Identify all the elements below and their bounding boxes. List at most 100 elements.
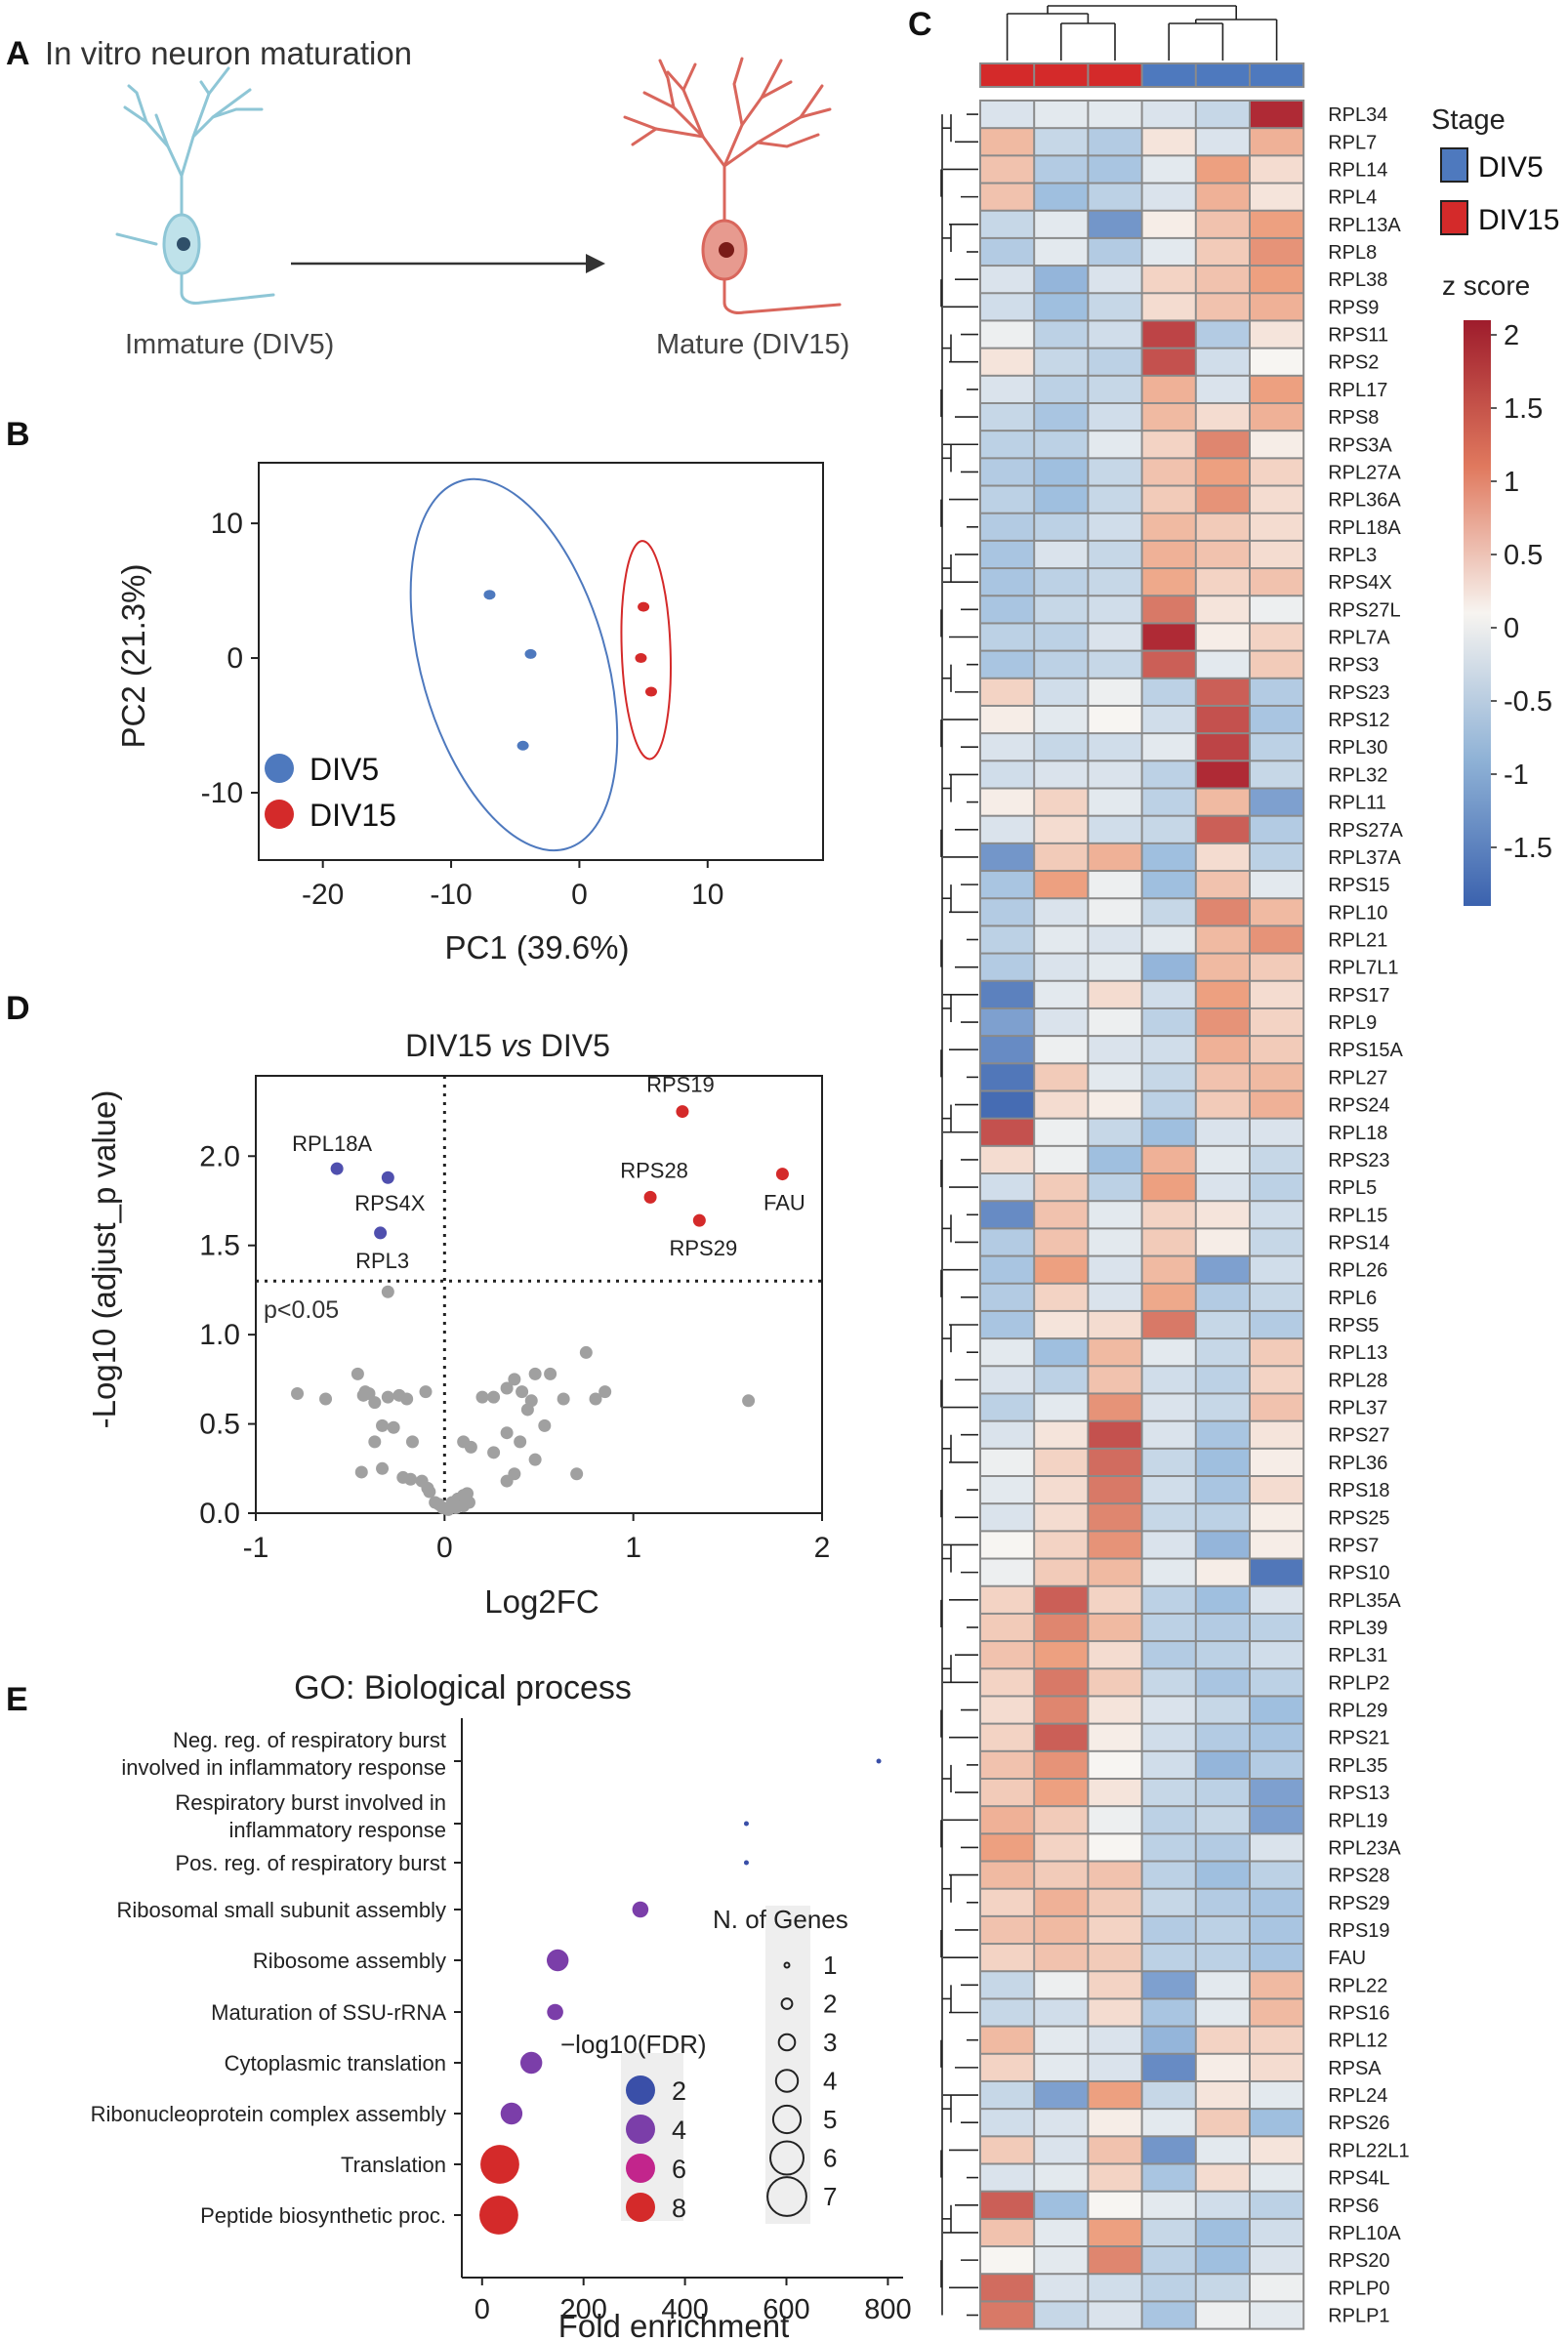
- heatmap-cell: [1142, 2302, 1195, 2328]
- heatmap-cell: [1142, 156, 1195, 183]
- heatmap-cell: [1251, 1394, 1303, 1420]
- colorbar-tick-label: 0.5: [1504, 540, 1543, 571]
- heatmap-cell: [1142, 1367, 1195, 1393]
- heatmap-cell: [1251, 376, 1303, 402]
- stage-legend-div5-swatch: [1440, 147, 1468, 183]
- heatmap-cell: [981, 2192, 1034, 2218]
- heatmap-cell: [1089, 1862, 1141, 1888]
- heatmap-cell: [1196, 1037, 1249, 1063]
- heatmap-cell: [1142, 541, 1195, 568]
- heatmap-row-label: RPL26: [1328, 1260, 1387, 1282]
- heatmap-cell: [1089, 1586, 1141, 1613]
- heatmap-cell: [1142, 2219, 1195, 2246]
- heatmap-cell: [1142, 1477, 1195, 1503]
- volcano-point-ns: [381, 1390, 394, 1404]
- go-title: GO: Biological process: [294, 1669, 632, 1706]
- heatmap-cell: [1035, 899, 1088, 925]
- heatmap-cell: [981, 184, 1034, 210]
- heatmap-row-label: RPLP1: [1328, 2305, 1389, 2326]
- heatmap-row-label: RPL29: [1328, 1701, 1387, 1722]
- heatmap-cell: [1089, 789, 1141, 815]
- heatmap-cell: [981, 1008, 1034, 1036]
- heatmap-cell: [1251, 789, 1303, 815]
- mature-neuron-illustration: [623, 57, 842, 314]
- go-size-legend-box: [765, 1906, 810, 2224]
- heatmap-cell: [1196, 1256, 1249, 1283]
- stage-annotation-cell: [1035, 64, 1088, 86]
- heatmap-cell: [1035, 1421, 1088, 1448]
- heatmap-row-label: RPL12: [1328, 2031, 1387, 2052]
- heatmap-cell: [1142, 459, 1195, 485]
- volcano-point-ns: [351, 1367, 364, 1380]
- heatmap-cell: [1035, 1586, 1088, 1613]
- heatmap-cell: [1142, 1916, 1195, 1944]
- heatmap-cell: [1251, 1862, 1303, 1888]
- heatmap-cell: [981, 1256, 1034, 1283]
- volcano-title: DIV15 vs DIV5: [405, 1028, 610, 1063]
- heatmap-row-label: RPL9: [1328, 1012, 1377, 1034]
- volcano-point-ns: [387, 1420, 400, 1434]
- heatmap-cell: [1089, 1367, 1141, 1393]
- heatmap-cell: [1089, 569, 1141, 596]
- volcano-point-ns: [500, 1426, 514, 1440]
- go-size-legend-title: N. of Genes: [713, 1905, 848, 1934]
- heatmap-cell: [1196, 1008, 1249, 1036]
- heatmap-cell: [1196, 2081, 1249, 2109]
- go-term-label: Translation: [341, 2153, 446, 2177]
- heatmap-cell: [1035, 1999, 1088, 2026]
- heatmap-cell: [1142, 1174, 1195, 1201]
- colorbar-tick-label: -1.5: [1504, 833, 1552, 864]
- heatmap-cell: [1251, 1008, 1303, 1036]
- stage-legend-div15-label: DIV15: [1478, 204, 1559, 236]
- heatmap-cell: [1142, 431, 1195, 458]
- heatmap-cell: [1196, 1202, 1249, 1228]
- heatmap-cell: [1251, 1669, 1303, 1696]
- heatmap-cell: [1251, 2137, 1303, 2163]
- heatmap-row-label: RPL30: [1328, 737, 1387, 759]
- heatmap-cell: [1035, 321, 1088, 348]
- heatmap-cell: [1035, 1724, 1088, 1750]
- heatmap-cell: [1089, 2054, 1141, 2080]
- heatmap-row-label: RPL19: [1328, 1810, 1387, 1831]
- heatmap-cell: [1142, 789, 1195, 815]
- heatmap-cell: [1196, 1064, 1249, 1090]
- pca-points: [483, 590, 657, 751]
- heatmap-cell: [1196, 1862, 1249, 1888]
- heatmap-cell: [981, 1642, 1034, 1668]
- heatmap-cell: [1089, 459, 1141, 485]
- heatmap-cell: [1196, 926, 1249, 953]
- go-x-tick-label: 800: [864, 2294, 911, 2325]
- heatmap-cell: [1251, 1091, 1303, 1118]
- heatmap-cell: [1089, 1559, 1141, 1585]
- heatmap-cell: [1196, 431, 1249, 458]
- volcano-point-ns: [423, 1485, 436, 1499]
- heatmap-cell: [1035, 1862, 1088, 1888]
- heatmap-cell: [1035, 1916, 1088, 1944]
- heatmap-row-label: RPL28: [1328, 1370, 1387, 1391]
- heatmap-cell: [1251, 899, 1303, 925]
- heatmap-cell: [1196, 2247, 1249, 2274]
- heatmap-row-label: RPL38: [1328, 269, 1387, 291]
- volcano-point-ns: [516, 1385, 529, 1399]
- heatmap-cell: [981, 651, 1034, 678]
- heatmap-cell: [981, 843, 1034, 871]
- heatmap-cell: [1089, 706, 1141, 733]
- heatmap-cell: [1089, 1504, 1141, 1531]
- heatmap-cell: [1035, 238, 1088, 266]
- heatmap-row-label: RPL35: [1328, 1755, 1387, 1777]
- go-term-label: Ribosomal small subunit assembly: [117, 1898, 446, 1922]
- heatmap-cell: [1035, 1394, 1088, 1420]
- heatmap-cell: [981, 1449, 1034, 1475]
- heatmap-cell: [1035, 1834, 1088, 1861]
- heatmap-cell: [1089, 1256, 1141, 1283]
- heatmap-cell: [1035, 349, 1088, 375]
- heatmap-cell: [1035, 2110, 1088, 2136]
- pca-y-tick-label: -10: [201, 777, 243, 809]
- heatmap-row-label: RPS16: [1328, 2003, 1389, 2025]
- heatmap-cell: [981, 569, 1034, 596]
- heatmap-cell: [1251, 156, 1303, 183]
- heatmap-cell: [1035, 1008, 1088, 1036]
- heatmap-cell: [1251, 2192, 1303, 2218]
- heatmap-cell: [1089, 102, 1141, 128]
- heatmap-cell: [1035, 1972, 1088, 1998]
